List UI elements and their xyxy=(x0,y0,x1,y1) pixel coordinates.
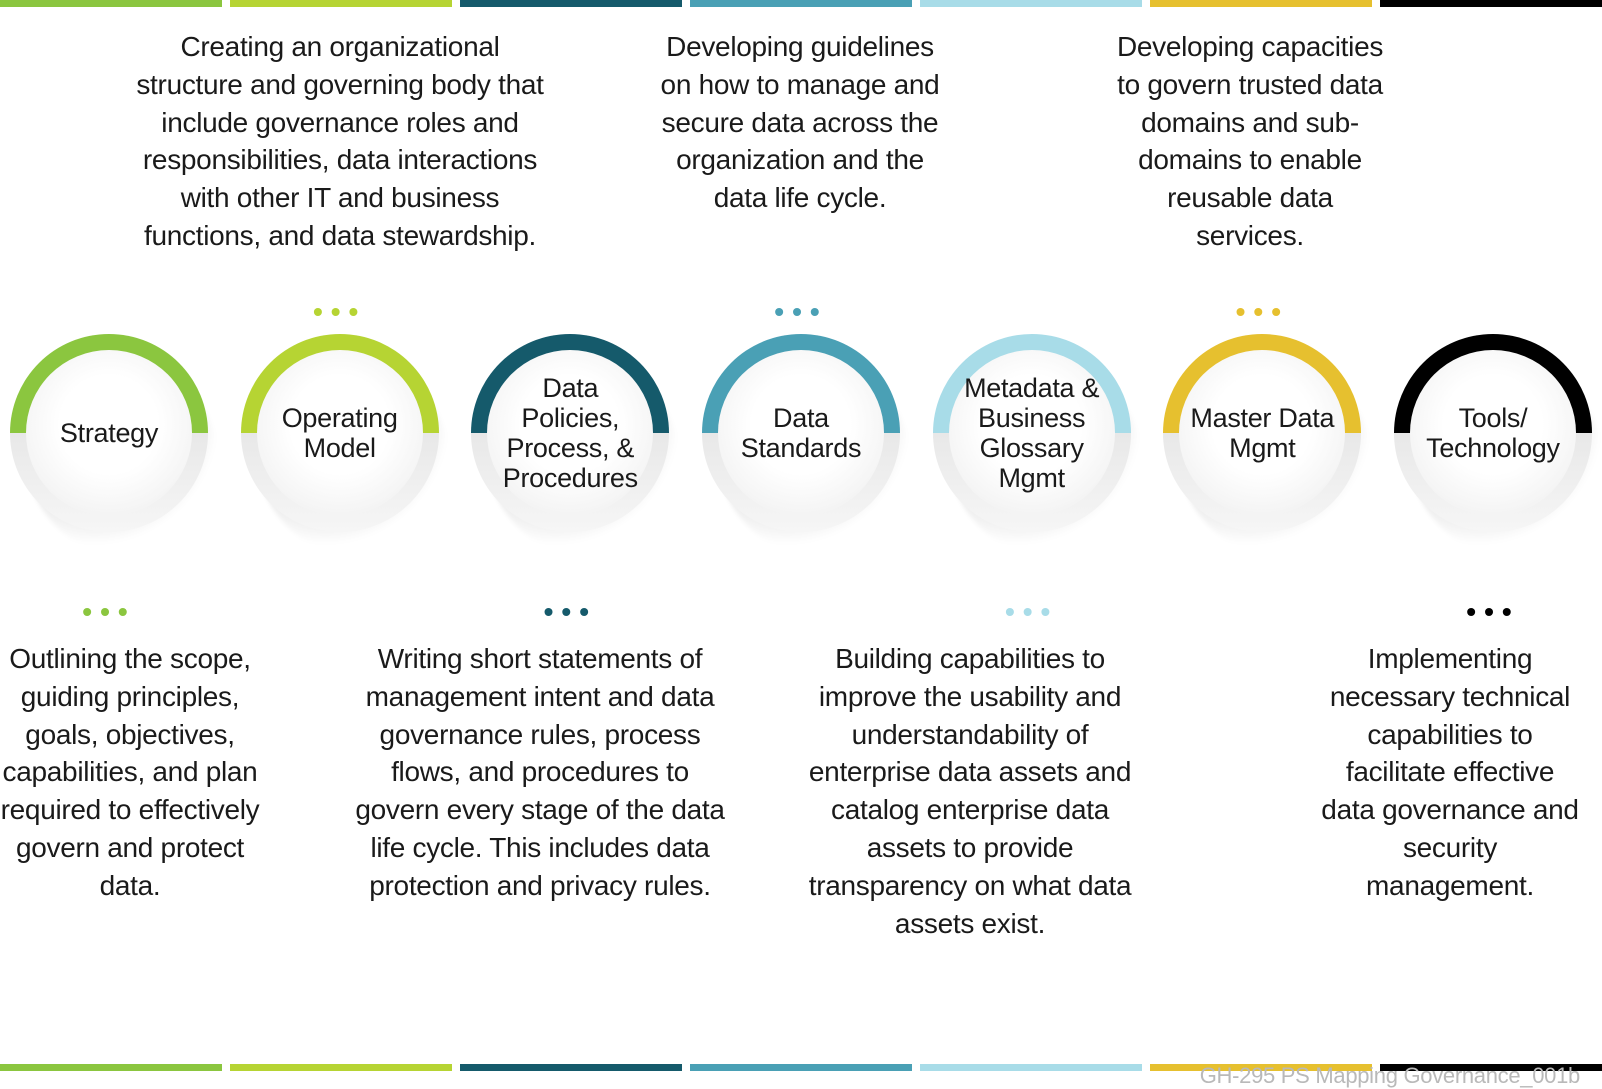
strip-seg xyxy=(920,1064,1142,1071)
circle-inner: Master Data Mgmt xyxy=(1179,350,1345,516)
circle-6: Tools/ Technology xyxy=(1394,334,1592,579)
desc-top-5: Developing capacities to govern trusted … xyxy=(1110,28,1390,255)
circle-inner: Data Policies, Process, & Procedures xyxy=(487,350,653,516)
strip-seg xyxy=(920,0,1142,7)
dots-icon: ••• xyxy=(9,598,209,626)
strip-seg xyxy=(230,0,452,7)
circles-row: Strategy Operating Model Data Policies, Pr… xyxy=(0,334,1602,594)
strip-seg xyxy=(690,1064,912,1071)
strip-seg xyxy=(460,0,682,7)
strip-seg xyxy=(1150,0,1372,7)
strip-seg xyxy=(460,1064,682,1071)
strip-seg xyxy=(1380,0,1602,7)
dots-icon: ••• xyxy=(932,598,1132,626)
desc-bottom-0: Outlining the scope, guiding principles,… xyxy=(0,640,270,905)
top-color-strip xyxy=(0,0,1602,7)
circle-inner: Operating Model xyxy=(257,350,423,516)
strip-seg xyxy=(0,1064,222,1071)
circle-label: Tools/ Technology xyxy=(1418,403,1568,463)
circle-label: Data Standards xyxy=(726,403,876,463)
dots-icon: ••• xyxy=(1162,298,1362,326)
desc-bottom-4: Building capabilities to improve the usa… xyxy=(790,640,1150,942)
circle-label: Strategy xyxy=(60,418,158,448)
circle-inner: Strategy xyxy=(26,350,192,516)
desc-bottom-6: Implementing necessary technical capabil… xyxy=(1320,640,1580,905)
circle-2: Data Policies, Process, & Procedures xyxy=(471,334,669,579)
circle-4: Metadata & Business Glossary Mgmt xyxy=(933,334,1131,579)
circle-5: Master Data Mgmt xyxy=(1163,334,1361,579)
circle-inner: Metadata & Business Glossary Mgmt xyxy=(949,350,1115,516)
circle-label: Master Data Mgmt xyxy=(1187,403,1337,463)
strip-seg xyxy=(690,0,912,7)
circle-1: Operating Model xyxy=(241,334,439,579)
desc-top-3: Developing guidelines on how to manage a… xyxy=(660,28,940,217)
desc-bottom-2: Writing short statements of management i… xyxy=(350,640,730,905)
circle-0: Strategy xyxy=(10,334,208,579)
strip-seg xyxy=(0,0,222,7)
circle-label: Data Policies, Process, & Procedures xyxy=(495,373,645,494)
circle-inner: Tools/ Technology xyxy=(1410,350,1576,516)
dots-icon: ••• xyxy=(1393,598,1593,626)
circle-label: Metadata & Business Glossary Mgmt xyxy=(957,373,1107,494)
strip-seg xyxy=(230,1064,452,1071)
dots-icon: ••• xyxy=(701,298,901,326)
dots-icon: ••• xyxy=(470,598,670,626)
desc-top-1: Creating an organizational structure and… xyxy=(130,28,550,255)
footer-label: GH-295 PS Mapping Governance_001b xyxy=(1200,1063,1580,1089)
circle-inner: Data Standards xyxy=(718,350,884,516)
dots-icon: ••• xyxy=(240,298,440,326)
circle-3: Data Standards xyxy=(702,334,900,579)
circle-label: Operating Model xyxy=(265,403,415,463)
